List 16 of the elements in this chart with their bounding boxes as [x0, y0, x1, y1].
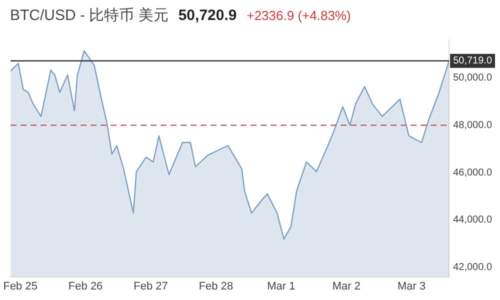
y-tick-label: 42,000.0	[453, 262, 492, 274]
x-tick-label: Feb 26	[68, 280, 103, 292]
y-tick-label: 48,000.0	[453, 120, 492, 131]
x-tick-label: Mar 1	[267, 280, 296, 292]
x-tick-label: Feb 28	[198, 280, 234, 292]
text: 50,720.9	[178, 6, 237, 24]
chart-title: BTC/USD - 比特币 美元	[10, 6, 168, 24]
y-tick-label: 50,000.0	[453, 72, 492, 84]
y-tick-label: 46,000.0	[453, 167, 492, 178]
x-tick-label: Feb 25	[3, 280, 38, 292]
y-tick-label: 44,000.0	[453, 214, 492, 226]
x-tick-label: Mar 2	[332, 280, 360, 292]
x-tick-label: Feb 27	[134, 280, 168, 292]
x-tick-label: Mar 3	[398, 280, 426, 292]
text: +2336.9 (+4.83%)	[246, 8, 351, 22]
ref-line-label: 50,719.0	[453, 56, 492, 67]
